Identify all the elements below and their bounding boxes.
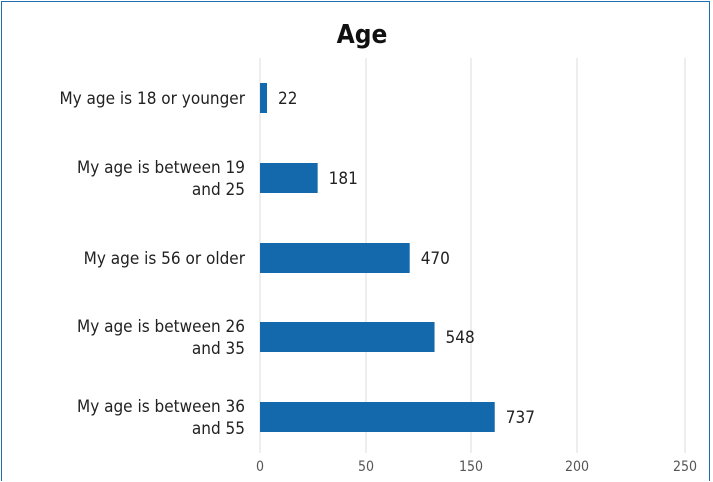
chart-title: Age: [337, 20, 388, 50]
bar: [260, 83, 268, 113]
x-tick-label: 150: [459, 459, 483, 475]
bar-value-label: 737: [506, 408, 535, 428]
category-label: My age is 18 or younger: [59, 89, 245, 109]
bar-value-label: 548: [446, 328, 475, 348]
x-tick-label: 0: [256, 459, 264, 475]
category-label: My age is between 36 and 55: [77, 397, 245, 439]
category-label: My age is between 19 and 25: [77, 158, 245, 200]
bar: [260, 402, 495, 432]
bar: [260, 243, 410, 273]
bar-value-label: 22: [278, 89, 297, 109]
bar-value-label: 181: [329, 169, 358, 189]
bar: [260, 163, 318, 193]
bar-value-label: 470: [421, 249, 450, 269]
bar: [260, 322, 435, 352]
x-tick-label: 200: [565, 459, 589, 475]
category-label: My age is between 26 and 35: [77, 317, 245, 359]
x-tick-label: 250: [673, 459, 697, 475]
category-label: My age is 56 or older: [84, 249, 246, 269]
x-tick-label: 50: [358, 459, 374, 475]
